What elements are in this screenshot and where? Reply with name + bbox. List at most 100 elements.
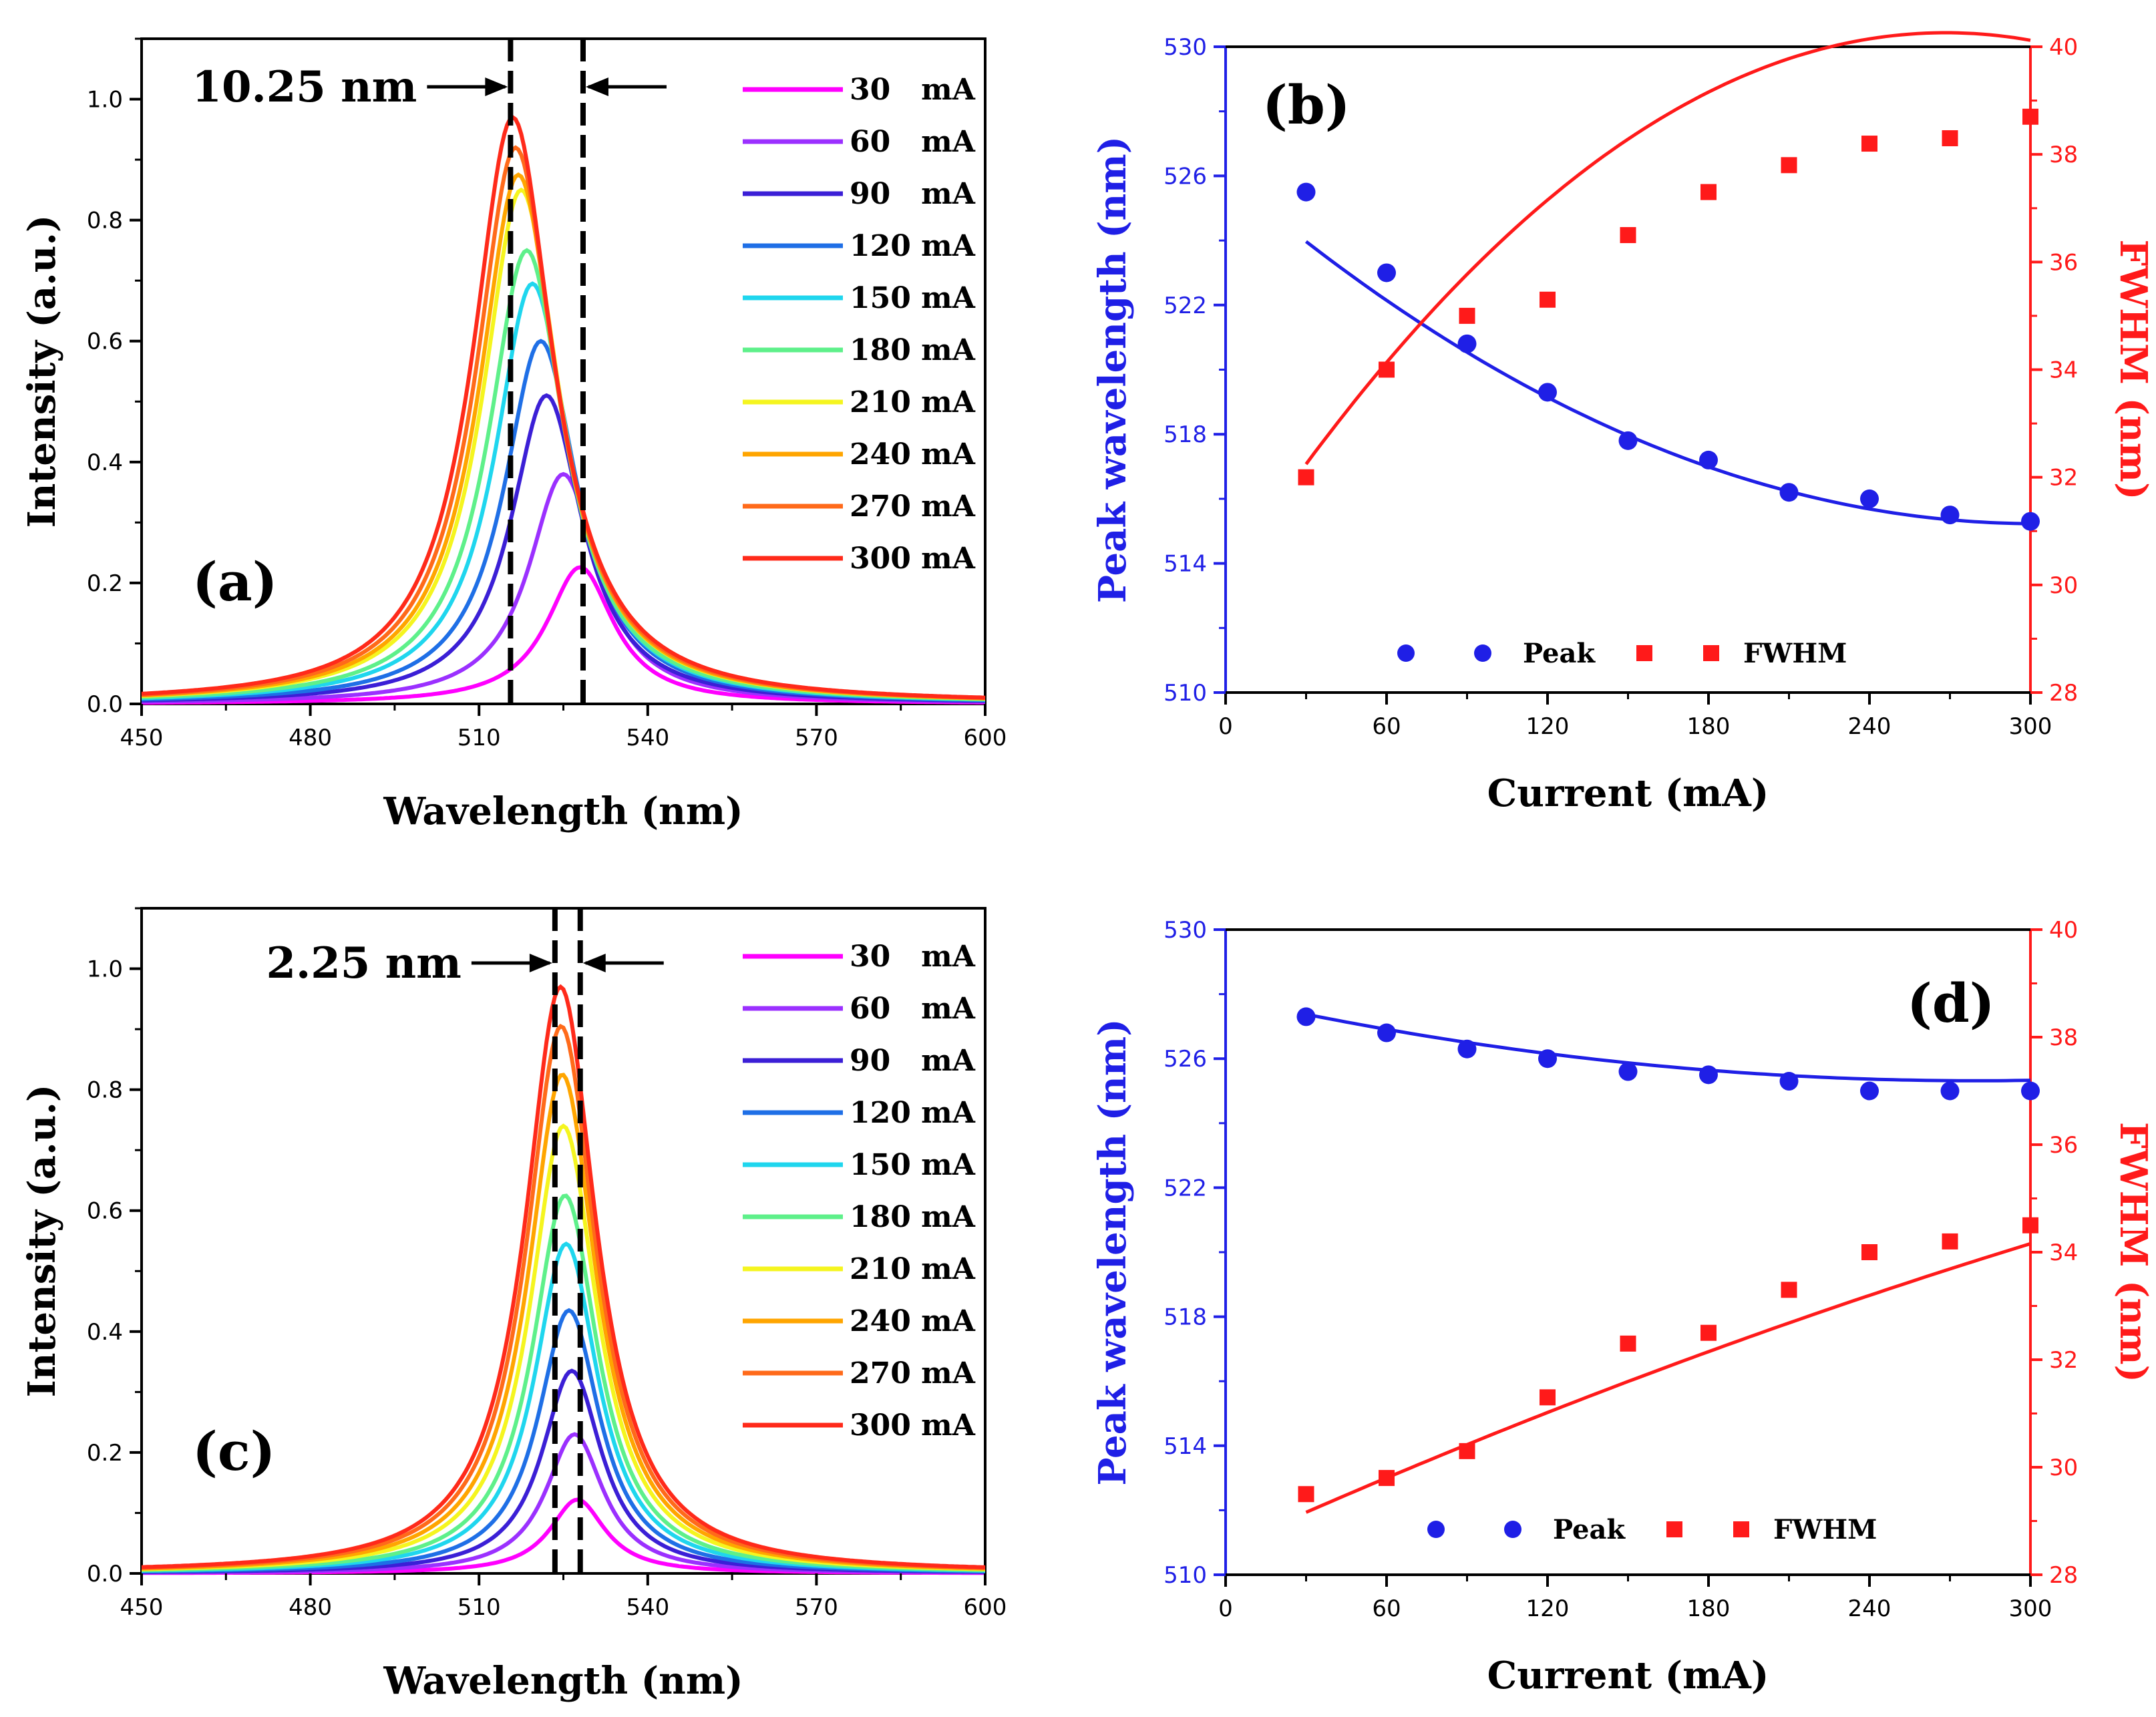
- fwhm-point: [1459, 1443, 1475, 1459]
- y-tick-label: 0.2: [87, 570, 123, 597]
- peak-point: [1296, 182, 1316, 202]
- x-tick-label: 480: [289, 1594, 332, 1621]
- left-y-tick-label: 522: [1163, 293, 1207, 319]
- right-y-tick-label: 28: [2049, 680, 2078, 707]
- legend-label: 240 mA: [850, 437, 976, 471]
- x-tick-label: 540: [626, 725, 669, 751]
- width-annotation: 2.25 nm: [266, 938, 461, 988]
- legend-label: 210 mA: [850, 385, 976, 419]
- peak-point: [1618, 1062, 1638, 1081]
- y-tick-label: 1.0: [87, 87, 123, 114]
- y-tick-label: 0.2: [87, 1440, 123, 1467]
- panel-b: 0 60 120 180 240 300 510 514 518 522 526 530 28 30 32 3…: [1091, 31, 2155, 815]
- legend-label: 120 mA: [850, 229, 976, 263]
- peak-point: [1940, 506, 1960, 525]
- x-tick-label: 600: [964, 1594, 1007, 1621]
- y-tick-label: 0.4: [87, 449, 123, 476]
- y-tick-label: 1.0: [87, 956, 123, 983]
- x-tick-label: 600: [964, 725, 1007, 751]
- peak-point: [1779, 483, 1799, 502]
- fwhm-point: [1379, 1470, 1395, 1487]
- peak-point: [2021, 512, 2040, 531]
- right-y-tick-label: 30: [2049, 1455, 2078, 1481]
- left-y-axis-title: Peak wavelength (nm): [1091, 1018, 1135, 1485]
- legend-fwhm-marker: [1636, 645, 1652, 661]
- arrow-left-head: [529, 954, 552, 972]
- legend-label: 30 mA: [850, 73, 976, 107]
- fwhm-point: [1298, 1486, 1314, 1503]
- legend-label: 270 mA: [850, 1356, 976, 1390]
- y-tick-label: 0.4: [87, 1319, 123, 1346]
- y-tick-label: 0.8: [87, 208, 123, 234]
- x-tick-label: 120: [1526, 713, 1570, 740]
- legend-peak-marker: [1474, 644, 1491, 662]
- right-y-tick-label: 36: [2049, 1132, 2078, 1159]
- peak-point: [1940, 1081, 1960, 1101]
- left-y-tick-label: 530: [1163, 34, 1207, 61]
- fwhm-point: [1942, 1233, 1958, 1250]
- fwhm-point: [2022, 1217, 2038, 1233]
- right-y-tick-label: 32: [2049, 465, 2078, 492]
- x-tick-label: 450: [120, 1594, 164, 1621]
- right-y-tick-label: 30: [2049, 572, 2078, 599]
- panel-a: 450 480 510 540 570 600 0.0 0.2 0.4 0.6 0.8 1.0 Wave…: [20, 37, 1007, 833]
- right-y-tick-label: 34: [2049, 357, 2078, 384]
- x-tick-label: 300: [2009, 713, 2052, 740]
- x-tick-label: 570: [795, 1594, 838, 1621]
- x-tick-label: 240: [1848, 1595, 1892, 1622]
- peak-point: [1377, 1023, 1396, 1042]
- legend-fwhm-label: FWHM: [1743, 638, 1847, 669]
- legend-label: 300 mA: [850, 542, 976, 576]
- x-tick-label: 480: [289, 725, 332, 751]
- peak-point: [1699, 1065, 1718, 1085]
- arrow-right-head: [585, 77, 608, 96]
- legend-label: 180 mA: [850, 1200, 976, 1234]
- fwhm-point: [1781, 157, 1797, 174]
- y-axis-title: Intensity (a.u.): [20, 215, 64, 528]
- right-y-tick-label: 40: [2049, 917, 2078, 944]
- left-y-tick-label: 526: [1163, 1046, 1207, 1073]
- y-tick-label: 0.8: [87, 1077, 123, 1104]
- panel-d: 0 60 120 180 240 300 510 514 518 522 526 530 28 30 32 3…: [1091, 917, 2155, 1698]
- fwhm-point: [1861, 1244, 1877, 1260]
- spectrum-line: [141, 1123, 986, 1571]
- legend-label: 120 mA: [850, 1096, 976, 1130]
- x-tick-label: 0: [1218, 713, 1233, 740]
- peak-point: [1618, 431, 1638, 450]
- y-tick-label: 0.6: [87, 1198, 123, 1225]
- right-y-tick-label: 36: [2049, 249, 2078, 276]
- fwhm-point: [1620, 227, 1636, 244]
- right-y-tick-label: 38: [2049, 1024, 2078, 1051]
- y-tick-label: 0.0: [87, 691, 123, 718]
- left-y-tick-label: 510: [1163, 680, 1207, 707]
- right-y-axis-title: FWHM (nm): [2111, 239, 2155, 500]
- fwhm-point: [1540, 291, 1556, 308]
- right-y-tick-label: 34: [2049, 1239, 2078, 1266]
- x-tick-label: 60: [1372, 713, 1401, 740]
- spectrum-line: [142, 1241, 986, 1573]
- x-tick-label: 570: [795, 725, 838, 751]
- panel-label: (d): [1907, 972, 1995, 1034]
- fwhm-fit-line: [1304, 31, 2031, 465]
- y-tick-label: 0.6: [87, 329, 123, 355]
- x-tick-label: 180: [1687, 713, 1731, 740]
- right-y-tick-label: 32: [2049, 1347, 2078, 1374]
- right-y-tick-label: 28: [2049, 1562, 2078, 1589]
- peak-point: [1538, 383, 1557, 402]
- peak-point: [1779, 1072, 1799, 1091]
- peak-fit-line: [1306, 1012, 2031, 1083]
- legend-label: 240 mA: [850, 1304, 976, 1338]
- peak-fit-line: [1304, 240, 2031, 526]
- legend-fwhm-label: FWHM: [1773, 1514, 1877, 1545]
- legend-peak-label: Peak: [1523, 638, 1596, 669]
- spectrum-line: [141, 115, 986, 700]
- left-y-tick-label: 510: [1163, 1562, 1207, 1589]
- fwhm-point: [1861, 136, 1877, 152]
- legend-peak-marker: [1504, 1521, 1521, 1538]
- panel-label: (b): [1262, 73, 1351, 136]
- fwhm-point: [1379, 361, 1395, 378]
- x-tick-label: 300: [2009, 1595, 2052, 1622]
- legend-fwhm-marker: [1733, 1521, 1749, 1537]
- fwhm-point: [1700, 1324, 1717, 1341]
